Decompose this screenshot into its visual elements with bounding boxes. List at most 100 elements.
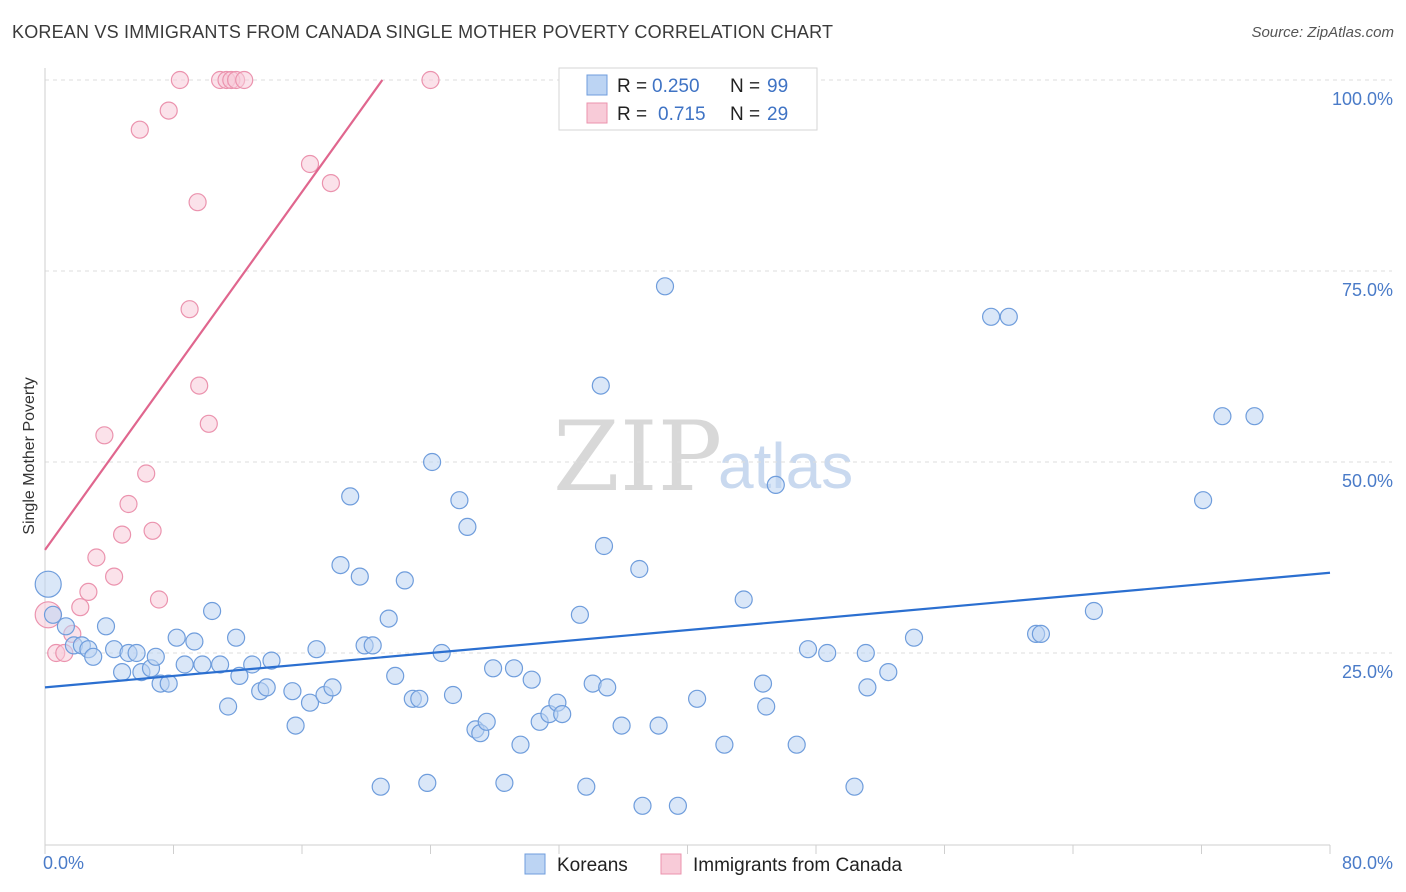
koreans-point-48 [423,452,442,472]
series-canada-points [34,70,440,663]
koreans-point-71 [612,716,631,735]
koreans-point-51 [450,491,469,510]
koreans-point-87 [856,643,875,663]
koreans-point-30 [283,682,302,701]
koreans-point-89 [879,662,898,682]
x-tick-label-max: 80.0% [1342,853,1393,873]
koreans-point-25 [230,666,249,686]
koreans-point-41 [371,777,390,796]
canada-point-10 [119,494,138,514]
koreans-point-1 [43,605,63,624]
koreans-point-70 [598,678,617,697]
legend-top: R = 0.250 N = 99 R = 0.715 N = 29 [558,67,818,131]
legend-n-label-koreans: N = [730,76,760,97]
koreans-point-20 [193,655,212,674]
koreans-point-66 [577,777,596,796]
koreans-point-74 [649,716,668,735]
canada-point-20 [199,414,218,433]
koreans-point-38 [350,567,369,586]
chart-title: KOREAN VS IMMIGRANTS FROM CANADA SINGLE … [12,22,834,42]
legend-r-value-canada: 0.715 [658,104,706,125]
koreans-point-36 [331,555,350,575]
canada-point-15 [159,101,178,120]
koreans-point-19 [185,632,204,651]
canada-point-17 [180,300,199,319]
koreans-point-28 [257,678,276,697]
koreans-trend-line [44,571,1331,689]
canada-point-4 [71,598,90,617]
canada-point-12 [137,464,156,483]
koreans-point-68 [591,376,610,395]
trend-lines [44,79,1331,689]
legend-swatch-canada [586,102,608,124]
koreans-point-60 [522,670,541,689]
koreans-point-42 [379,609,398,628]
koreans-point-69 [594,536,614,556]
canada-trend-line [44,79,384,551]
bottom-legend-label-koreans: Koreans [557,855,628,876]
canada-point-26 [300,154,320,174]
koreans-point-97 [1213,407,1232,426]
canada-point-25 [235,70,254,90]
koreans-point-37 [341,487,360,506]
y-tick-label-3: 100.0% [1332,89,1393,109]
koreans-point-75 [655,277,675,296]
koreans-point-43 [386,666,405,686]
koreans-point-57 [495,773,514,793]
koreans-point-31 [286,716,305,735]
koreans-point-95 [1084,601,1104,621]
legend-n-value-koreans: 99 [767,76,788,97]
canada-point-7 [95,426,114,445]
canada-point-9 [112,525,132,544]
koreans-point-96 [1193,491,1213,510]
watermark-zip: ZIP [553,401,722,513]
koreans-point-16 [159,674,178,693]
koreans-point-17 [167,628,186,647]
legend-bottom: Koreans Immigrants from Canada [524,853,903,876]
koreans-point-86 [845,777,864,796]
bottom-legend-label-canada: Immigrants from Canada [693,855,903,876]
legend-n-value-canada: 29 [767,104,788,125]
koreans-point-94 [1031,624,1051,644]
legend-r-value-koreans: 0.250 [652,76,700,97]
koreans-point-44 [395,571,414,590]
canada-point-14 [149,590,169,609]
koreans-point-91 [981,307,1001,326]
canada-point-19 [190,376,209,395]
koreans-point-6 [84,647,103,666]
koreans-point-64 [553,704,572,724]
y-tick-label-0: 25.0% [1342,662,1393,682]
canada-point-11 [130,120,149,139]
koreans-point-59 [511,735,530,754]
legend-r-label-canada: R = [617,104,647,125]
koreans-point-73 [633,796,652,815]
koreans-point-80 [753,674,773,693]
koreans-point-88 [858,678,877,697]
koreans-point-33 [307,640,326,659]
koreans-point-21 [203,601,222,621]
koreans-point-92 [999,307,1018,326]
canada-point-6 [87,548,106,567]
koreans-point-83 [787,735,806,754]
x-tick-label-min: 0.0% [43,853,84,873]
koreans-point-50 [443,685,463,705]
koreans-point-72 [630,559,649,579]
koreans-point-78 [715,735,734,754]
koreans-point-23 [219,697,238,716]
koreans-point-7 [96,617,116,636]
koreans-point-22 [211,655,230,674]
koreans-point-82 [766,475,785,494]
koreans-point-11 [127,643,146,663]
koreans-point-58 [504,659,524,678]
koreans-point-40 [363,636,382,655]
canada-point-16 [170,70,189,90]
koreans-point-77 [687,689,707,708]
canada-point-27 [321,174,340,193]
canada-point-13 [143,521,162,540]
watermark-atlas: atlas [718,430,853,502]
koreans-point-79 [734,590,753,609]
koreans-point-32 [300,693,320,712]
bottom-legend-swatch-koreans [524,853,546,875]
y-tick-label-2: 75.0% [1342,280,1393,300]
koreans-point-81 [757,697,776,716]
